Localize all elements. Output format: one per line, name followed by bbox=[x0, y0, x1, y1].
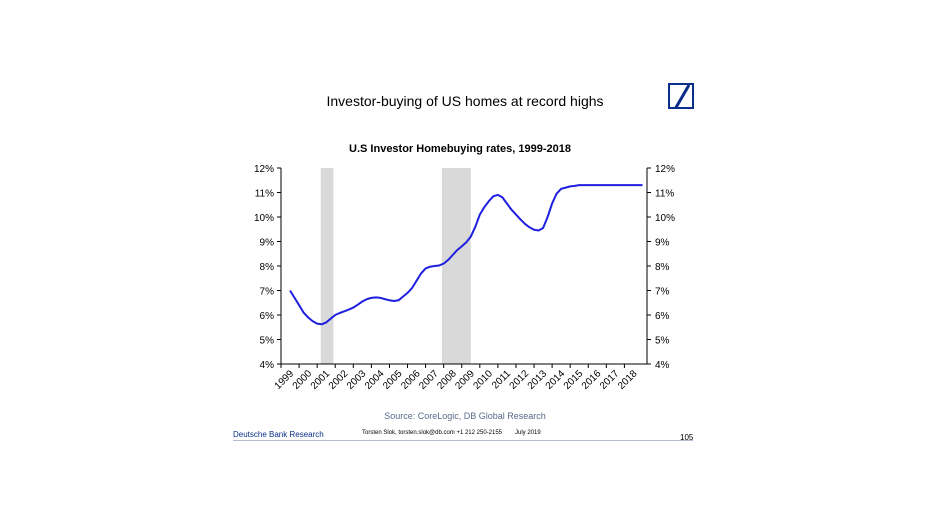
footer-date: July 2019 bbox=[515, 430, 541, 436]
x-tick-label: 1999 bbox=[273, 368, 297, 392]
x-tick-label: 2008 bbox=[435, 368, 459, 392]
x-tick-label: 2006 bbox=[399, 368, 423, 392]
y-tick-label-left: 4% bbox=[260, 360, 275, 371]
y-tick-label-right: 9% bbox=[655, 238, 670, 249]
y-tick-label-left: 12% bbox=[254, 164, 274, 175]
x-tick-label: 2016 bbox=[580, 368, 604, 392]
x-tick-label: 2013 bbox=[526, 368, 550, 392]
deutsche-bank-logo-icon bbox=[668, 83, 694, 109]
y-tick-label-right: 7% bbox=[655, 287, 670, 298]
y-tick-label-left: 6% bbox=[260, 311, 275, 322]
y-tick-label-right: 12% bbox=[655, 164, 675, 175]
x-tick-label: 2002 bbox=[327, 368, 351, 392]
footer-brand: Deutsche Bank Research bbox=[233, 430, 324, 439]
y-tick-label-left: 10% bbox=[254, 213, 274, 224]
y-tick-label-left: 9% bbox=[260, 238, 275, 249]
y-tick-label-right: 11% bbox=[655, 189, 674, 200]
footer-contact: Torsten Slok, torsten.slok@db.com +1 212… bbox=[362, 430, 503, 436]
x-tick-label: 2005 bbox=[381, 368, 405, 392]
footer-divider bbox=[233, 440, 693, 441]
series-line-0 bbox=[289, 184, 643, 326]
x-tick-label: 2015 bbox=[562, 368, 586, 392]
x-tick-label: 2003 bbox=[345, 368, 369, 392]
series-layer bbox=[289, 184, 643, 326]
slide-title: Investor-buying of US homes at record hi… bbox=[326, 93, 604, 109]
x-tick-label: 2018 bbox=[616, 368, 640, 392]
x-tick-label: 2011 bbox=[490, 368, 513, 391]
page-number: 105 bbox=[680, 433, 694, 442]
x-tick-label: 2000 bbox=[291, 368, 315, 392]
y-tick-label-left: 8% bbox=[260, 262, 275, 273]
y-tick-label-left: 7% bbox=[260, 287, 275, 298]
recession-band-0 bbox=[320, 168, 334, 364]
y-tick-label-right: 8% bbox=[655, 262, 670, 273]
y-tick-label-right: 4% bbox=[655, 360, 670, 371]
chart-title: U.S Investor Homebuying rates, 1999-2018 bbox=[349, 143, 571, 155]
y-tick-label-right: 10% bbox=[655, 213, 675, 224]
x-tick-label: 2014 bbox=[544, 368, 568, 392]
x-tick-label: 2012 bbox=[508, 368, 532, 392]
y-tick-label-left: 5% bbox=[260, 336, 275, 347]
recession-band-1 bbox=[441, 168, 471, 364]
x-tick-label: 2009 bbox=[453, 368, 477, 392]
x-tick-label: 2017 bbox=[598, 368, 622, 392]
chart-source: Source: CoreLogic, DB Global Research bbox=[384, 411, 546, 421]
recession-bands bbox=[320, 168, 471, 364]
x-tick-label: 2004 bbox=[363, 368, 387, 392]
y-tick-label-left: 11% bbox=[255, 189, 274, 200]
x-tick-label: 2001 bbox=[309, 368, 333, 392]
y-tick-label-right: 5% bbox=[655, 336, 670, 347]
y-tick-label-right: 6% bbox=[655, 311, 670, 322]
x-tick-label: 2010 bbox=[471, 368, 495, 392]
x-tick-label: 2007 bbox=[417, 368, 441, 392]
